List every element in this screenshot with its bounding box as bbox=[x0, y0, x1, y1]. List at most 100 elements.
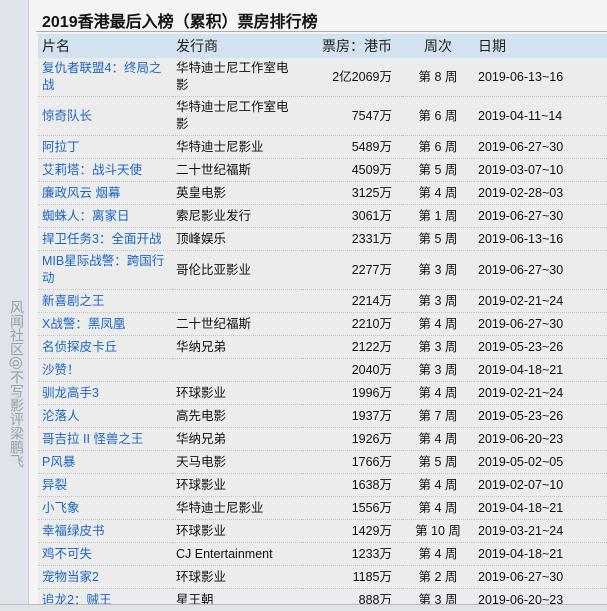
date-cell: 2019-06-27~30 bbox=[474, 565, 607, 589]
header-week: 周次 bbox=[402, 34, 474, 58]
movie-title-link[interactable]: 追龙2：贼王 bbox=[38, 588, 172, 604]
table-row: 沙赞！ 2040万第 3 周 2019-04-18~21 bbox=[38, 358, 607, 382]
table-row: 追龙2：贼王 星王朝 888万第 3 周 2019-06-20~23 bbox=[38, 588, 607, 604]
movie-title-link[interactable]: 异裂 bbox=[38, 473, 172, 497]
movie-title-link[interactable]: 复仇者联盟4：终局之战 bbox=[38, 58, 172, 97]
header-gross: 票房：港币 bbox=[302, 34, 402, 58]
date-cell: 2019-06-27~30 bbox=[474, 250, 607, 290]
date-cell: 2019-06-13~16 bbox=[474, 227, 607, 251]
gross-cell: 1233万 bbox=[302, 542, 402, 566]
movie-title-link[interactable]: 驯龙高手3 bbox=[38, 381, 172, 405]
table-row: 宠物当家2 环球影业 1185万第 2 周 2019-06-27~30 bbox=[38, 565, 607, 589]
date-cell: 2019-05-23~26 bbox=[474, 335, 607, 359]
movie-title-link[interactable]: 阿拉丁 bbox=[38, 135, 172, 159]
gross-cell: 1556万 bbox=[302, 496, 402, 520]
date-cell: 2019-06-27~30 bbox=[474, 135, 607, 159]
week-cell: 第 4 周 bbox=[402, 542, 474, 566]
distributor-cell: 华特迪士尼工作室电影 bbox=[172, 58, 302, 97]
table-row: 复仇者联盟4：终局之战 华特迪士尼工作室电影 2亿2069万第 8 周 2019-06… bbox=[38, 58, 607, 97]
movie-title-link[interactable]: 宠物当家2 bbox=[38, 565, 172, 589]
gross-cell: 2214万 bbox=[302, 289, 402, 313]
movie-title-link[interactable]: 小飞象 bbox=[38, 496, 172, 520]
date-cell: 2019-06-13~16 bbox=[474, 58, 607, 97]
movie-title-link[interactable]: 惊奇队长 bbox=[38, 96, 172, 136]
distributor-cell: 华特迪士尼影业 bbox=[172, 135, 302, 159]
date-cell: 2019-04-18~21 bbox=[474, 358, 607, 382]
movie-title-link[interactable]: 沙赞！ bbox=[38, 358, 172, 382]
gross-cell: 5489万 bbox=[302, 135, 402, 159]
header-name: 片名 bbox=[38, 34, 172, 58]
date-cell: 2019-05-23~26 bbox=[474, 404, 607, 428]
gross-cell: 1766万 bbox=[302, 450, 402, 474]
movie-title-link[interactable]: 名侦探皮卡丘 bbox=[38, 335, 172, 359]
distributor-cell: 二十世纪福斯 bbox=[172, 158, 302, 182]
date-cell: 2019-02-21~24 bbox=[474, 289, 607, 313]
table-row: 小飞象 华特迪士尼影业 1556万第 4 周 2019-04-18~21 bbox=[38, 496, 607, 520]
movie-title-link[interactable]: 廉政风云 烟幕 bbox=[38, 181, 172, 205]
movie-title-link[interactable]: 鸡不可失 bbox=[38, 542, 172, 566]
gross-cell: 2122万 bbox=[302, 335, 402, 359]
table-row: 驯龙高手3 环球影业 1996万第 4 周 2019-02-21~24 bbox=[38, 381, 607, 405]
week-cell: 第 6 周 bbox=[402, 96, 474, 136]
movie-title-link[interactable]: 蜘蛛人：离家日 bbox=[38, 204, 172, 228]
movie-title-link[interactable]: 哥吉拉 II 怪兽之王 bbox=[38, 427, 172, 451]
movie-title-link[interactable]: 沦落人 bbox=[38, 404, 172, 428]
week-cell: 第 3 周 bbox=[402, 250, 474, 290]
header-date: 日期 bbox=[474, 34, 607, 58]
gross-cell: 2210万 bbox=[302, 312, 402, 336]
week-cell: 第 4 周 bbox=[402, 381, 474, 405]
week-cell: 第 3 周 bbox=[402, 335, 474, 359]
page-title: 2019香港最后入榜（累积）票房排行榜 bbox=[42, 14, 318, 31]
week-cell: 第 5 周 bbox=[402, 158, 474, 182]
week-cell: 第 5 周 bbox=[402, 450, 474, 474]
table-row: X战警：黑凤凰 二十世纪福斯 2210万第 4 周 2019-06-27~30 bbox=[38, 312, 607, 336]
table-row: 哥吉拉 II 怪兽之王 华纳兄弟 1926万第 4 周 2019-06-20~23 bbox=[38, 427, 607, 451]
gross-cell: 2亿2069万 bbox=[302, 58, 402, 97]
movie-title-link[interactable]: MIB星际战警：跨国行动 bbox=[38, 250, 172, 290]
gross-cell: 7547万 bbox=[302, 96, 402, 136]
left-sidebar bbox=[0, 0, 29, 610]
week-cell: 第 4 周 bbox=[402, 181, 474, 205]
date-cell: 2019-06-27~30 bbox=[474, 312, 607, 336]
date-cell: 2019-05-02~05 bbox=[474, 450, 607, 474]
distributor-cell: 二十世纪福斯 bbox=[172, 312, 302, 336]
gross-cell: 3061万 bbox=[302, 204, 402, 228]
main-content: 2019香港最后入榜（累积）票房排行榜 片名 发行商 票房：港币 周次 日期 复… bbox=[36, 0, 607, 604]
distributor-cell: 华特迪士尼工作室电影 bbox=[172, 96, 302, 136]
movie-title-link[interactable]: X战警：黑凤凰 bbox=[38, 312, 172, 336]
week-cell: 第 4 周 bbox=[402, 473, 474, 497]
week-cell: 第 4 周 bbox=[402, 496, 474, 520]
gross-cell: 1429万 bbox=[302, 519, 402, 543]
movie-title-link[interactable]: 艾莉塔：战斗天使 bbox=[38, 158, 172, 182]
gross-cell: 2331万 bbox=[302, 227, 402, 251]
date-cell: 2019-04-18~21 bbox=[474, 496, 607, 520]
date-cell: 2019-02-28~03 bbox=[474, 181, 607, 205]
date-cell: 2019-02-07~10 bbox=[474, 473, 607, 497]
distributor-cell bbox=[172, 289, 302, 313]
gross-cell: 1996万 bbox=[302, 381, 402, 405]
table-row: 鸡不可失 CJ Entertainment 1233万第 4 周 2019-04-18… bbox=[38, 542, 607, 566]
distributor-cell: 英皇电影 bbox=[172, 181, 302, 205]
movie-title-link[interactable]: 捍卫任务3：全面开战 bbox=[38, 227, 172, 251]
table-row: 艾莉塔：战斗天使 二十世纪福斯 4509万第 5 周 2019-03-07~10 bbox=[38, 158, 607, 182]
table-header: 片名 发行商 票房：港币 周次 日期 bbox=[38, 34, 607, 58]
gross-cell: 1638万 bbox=[302, 473, 402, 497]
week-cell: 第 3 周 bbox=[402, 588, 474, 604]
box-office-table: 片名 发行商 票房：港币 周次 日期 复仇者联盟4：终局之战 华特迪士尼工作室电影… bbox=[38, 34, 607, 604]
date-cell: 2019-06-27~30 bbox=[474, 204, 607, 228]
movie-title-link[interactable]: P风暴 bbox=[38, 450, 172, 474]
date-cell: 2019-06-20~23 bbox=[474, 588, 607, 604]
table-row: 沦落人 高先电影 1937万第 7 周 2019-05-23~26 bbox=[38, 404, 607, 428]
week-cell: 第 8 周 bbox=[402, 58, 474, 97]
gross-cell: 1185万 bbox=[302, 565, 402, 589]
distributor-cell: 环球影业 bbox=[172, 565, 302, 589]
week-cell: 第 10 周 bbox=[402, 519, 474, 543]
week-cell: 第 3 周 bbox=[402, 289, 474, 313]
movie-title-link[interactable]: 新喜剧之王 bbox=[38, 289, 172, 313]
distributor-cell: 索尼影业发行 bbox=[172, 204, 302, 228]
gross-cell: 1926万 bbox=[302, 427, 402, 451]
movie-title-link[interactable]: 幸福绿皮书 bbox=[38, 519, 172, 543]
distributor-cell: 顶峰娱乐 bbox=[172, 227, 302, 251]
header-distributor: 发行商 bbox=[172, 34, 302, 58]
bottom-scroll-area bbox=[0, 604, 607, 611]
